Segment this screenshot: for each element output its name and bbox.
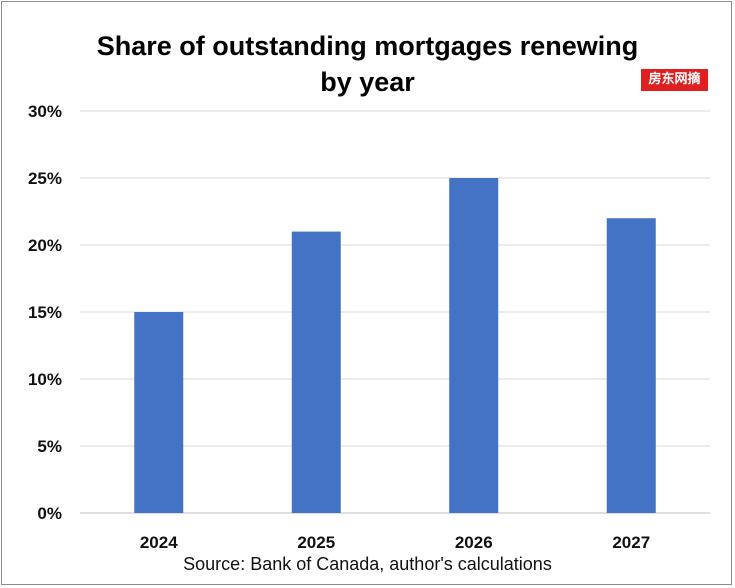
x-axis-ticks: 2024 2025 2026 2027	[140, 533, 650, 552]
chart-title: Share of outstanding mortgages renewing …	[40, 28, 695, 100]
y-tick-label: 30%	[28, 102, 62, 121]
y-tick-label: 0%	[37, 504, 62, 523]
bar-2027	[606, 218, 656, 513]
gridlines	[80, 110, 710, 514]
x-tick-label: 2024	[140, 533, 178, 552]
y-tick-label: 10%	[28, 370, 62, 389]
y-tick-label: 5%	[37, 437, 62, 456]
bar-2026	[449, 178, 499, 513]
chart-title-line-2: by year	[320, 67, 415, 97]
y-tick-label: 25%	[28, 169, 62, 188]
y-tick-label: 15%	[28, 303, 62, 322]
chart-title-line-1: Share of outstanding mortgages renewing	[96, 31, 639, 61]
x-tick-label: 2026	[455, 533, 493, 552]
x-tick-label: 2025	[297, 533, 335, 552]
y-tick-label: 20%	[28, 236, 62, 255]
x-tick-label: 2027	[612, 533, 650, 552]
bar-2024	[134, 312, 184, 513]
source-note: Source: Bank of Canada, author's calcula…	[183, 554, 552, 574]
watermark-logo: 房东网摘	[641, 69, 708, 91]
bar-2025	[291, 231, 341, 513]
bars	[134, 178, 656, 513]
y-axis-ticks: 0% 5% 10% 15% 20% 25% 30%	[28, 102, 62, 523]
